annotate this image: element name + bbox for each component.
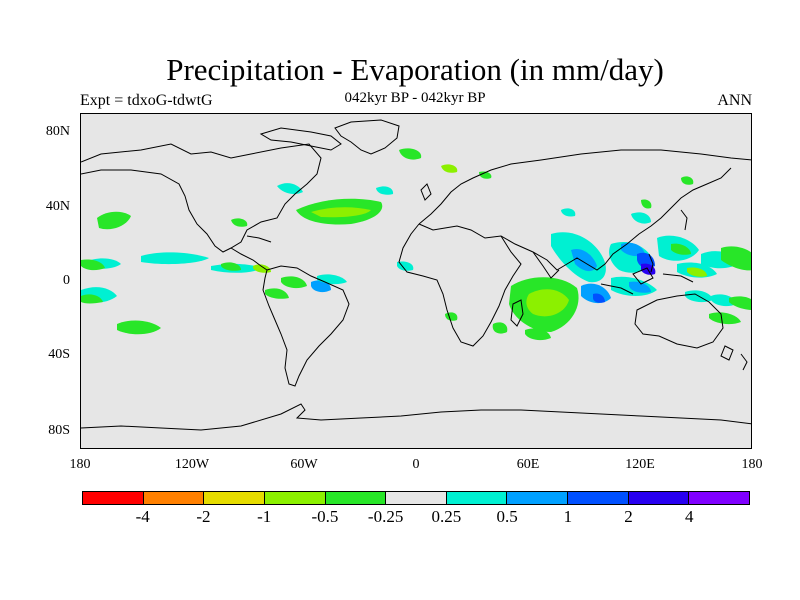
plot-title: Precipitation - Evaporation (in mm/day) xyxy=(166,52,664,87)
experiment-label: Expt = tdxoG-tdwtG xyxy=(80,92,213,109)
y-tick-40N: 40N xyxy=(45,199,70,214)
world-coastline-map-icon xyxy=(81,119,751,431)
plot-subtitle: 042kyr BP - 042kyr BP xyxy=(344,90,486,106)
x-tick-60E: 60E xyxy=(516,457,540,472)
x-tick-180-left: 180 xyxy=(69,457,91,472)
colorbar-label: 1 xyxy=(563,507,573,526)
colorbar-swatch xyxy=(386,492,447,504)
colorbar-swatch xyxy=(325,492,387,504)
colorbar-swatch xyxy=(568,492,629,504)
colorbar-swatch xyxy=(264,492,326,504)
colorbar-label: -1 xyxy=(257,507,272,526)
colorbar-label: 2 xyxy=(624,507,633,526)
season-label: ANN xyxy=(717,92,752,109)
map-panel xyxy=(80,113,752,449)
colorbar-label: -2 xyxy=(196,507,211,526)
colorbar-label: 0.5 xyxy=(496,507,518,526)
colorbar xyxy=(82,491,750,505)
x-tick-120W: 120W xyxy=(174,457,210,472)
colorbar-label: -0.25 xyxy=(367,507,404,526)
x-tick-120E: 120E xyxy=(625,457,655,472)
colorbar-label: 0.25 xyxy=(431,507,462,526)
y-tick-0: 0 xyxy=(63,273,70,288)
y-tick-80N: 80N xyxy=(45,124,70,139)
coastlines xyxy=(81,119,751,431)
colorbar-label: -0.5 xyxy=(311,507,339,526)
colorbar-swatch xyxy=(628,492,690,504)
colorbar-label: 4 xyxy=(685,507,694,526)
colorbar-label: -4 xyxy=(135,507,150,526)
colorbar-swatch xyxy=(204,492,265,504)
colorbar-swatch xyxy=(143,492,205,504)
colorbar-swatch xyxy=(689,492,750,504)
x-tick-180-right: 180 xyxy=(741,457,763,472)
colorbar-swatch xyxy=(83,492,144,504)
colorbar-swatch xyxy=(446,492,508,504)
x-tick-60W: 60W xyxy=(290,457,318,472)
x-tick-0: 0 xyxy=(412,457,420,472)
y-tick-80S: 80S xyxy=(48,423,70,438)
y-tick-40S: 40S xyxy=(48,347,70,362)
colorbar-swatch xyxy=(507,492,569,504)
anomaly-patches xyxy=(81,148,751,341)
